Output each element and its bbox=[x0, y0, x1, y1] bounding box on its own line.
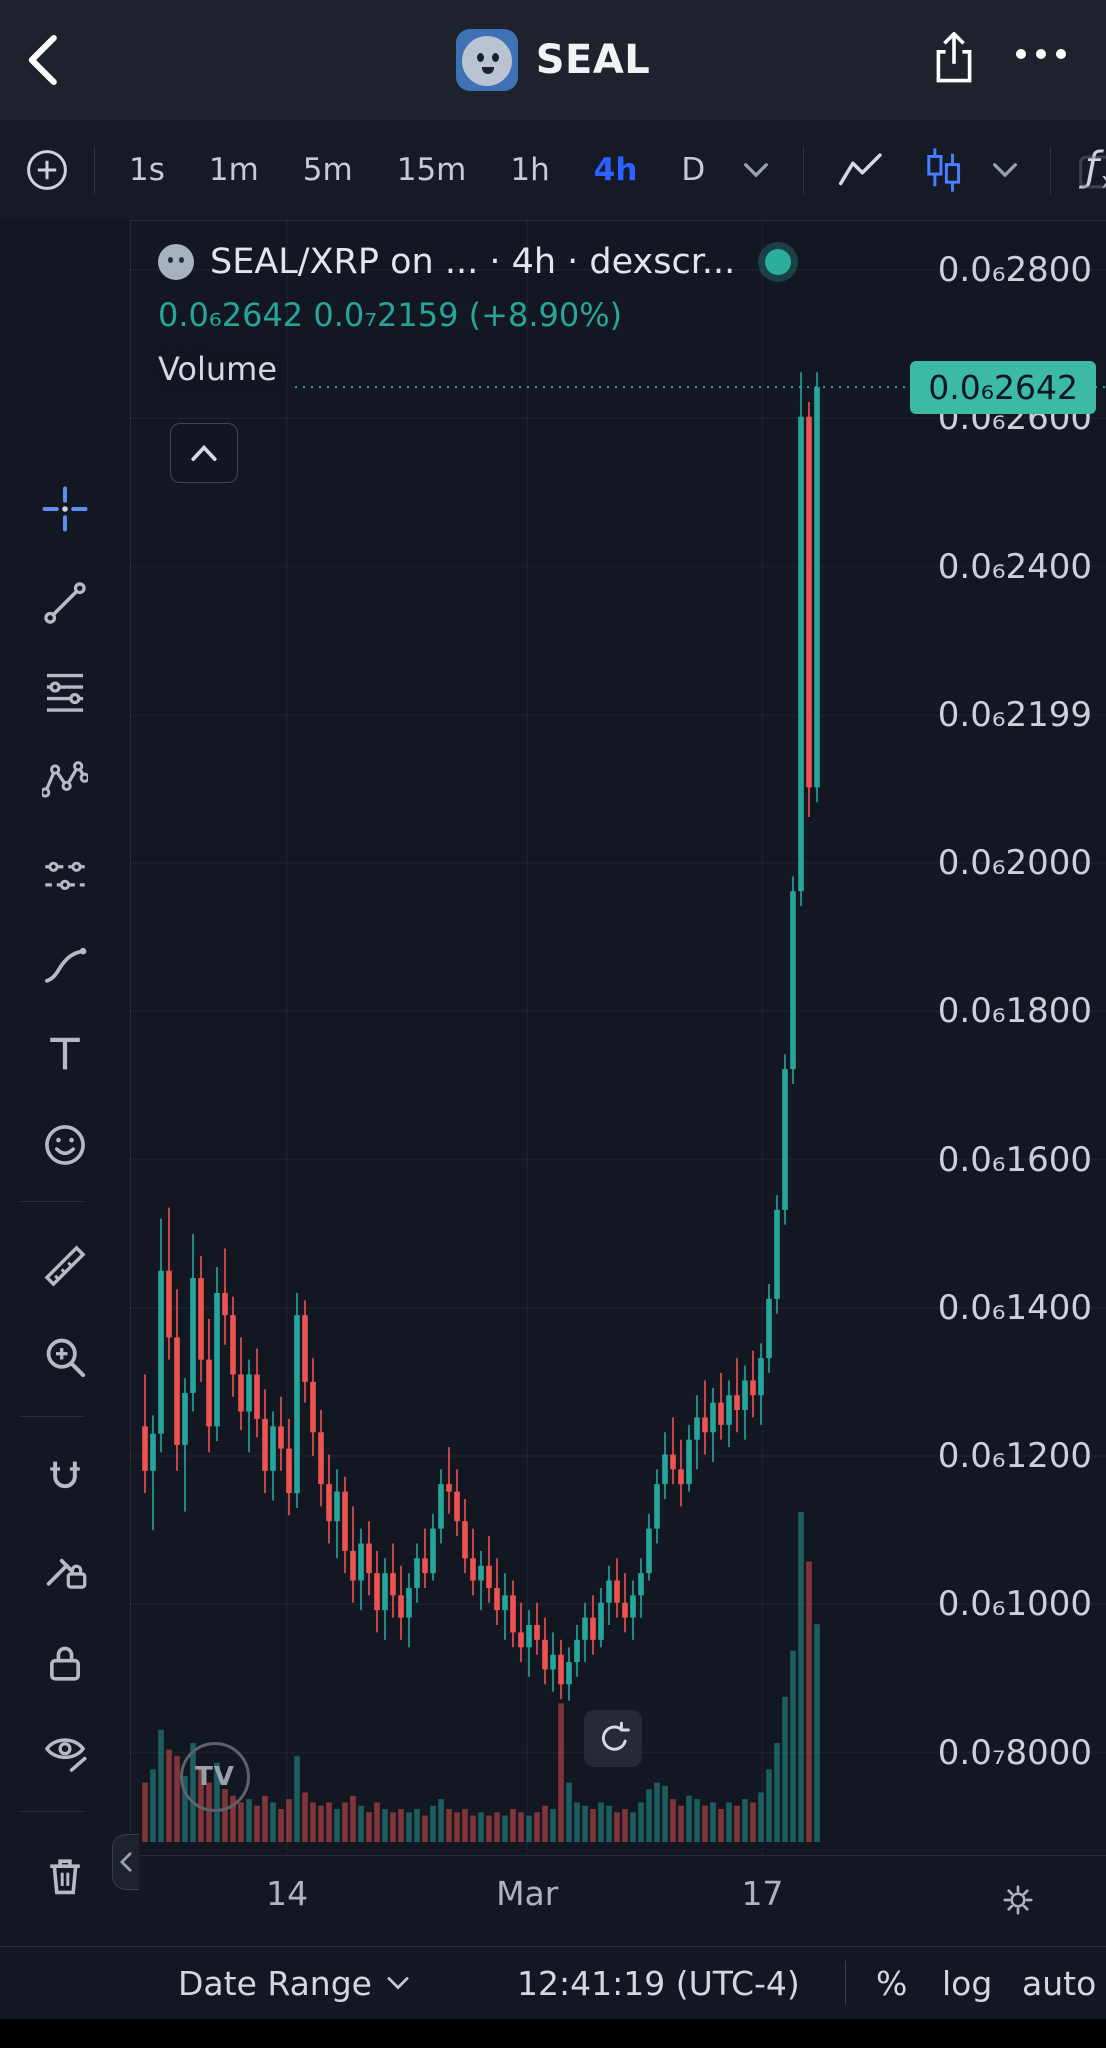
chevron-down-icon bbox=[993, 163, 1018, 178]
zoom-in-icon bbox=[46, 1338, 86, 1378]
crosshair-icon bbox=[42, 486, 88, 532]
chevron-up-icon bbox=[191, 444, 217, 461]
lock-icon bbox=[50, 1646, 80, 1681]
crosshair-tool-button[interactable] bbox=[39, 483, 91, 535]
pencil-lock-icon bbox=[46, 1558, 87, 1589]
clipped-toolbar-icon bbox=[1078, 152, 1106, 192]
more-button[interactable] bbox=[1012, 44, 1070, 64]
ellipsis-icon bbox=[1016, 49, 1066, 59]
last-price-tag: 0.0₆2642 bbox=[910, 361, 1096, 415]
auto-scale-button[interactable]: auto bbox=[1022, 1963, 1097, 2003]
hide-drawings-tool-button[interactable] bbox=[39, 1726, 91, 1778]
lock-tool-button[interactable] bbox=[39, 1638, 91, 1690]
clock[interactable]: 12:41:19 (UTC-4) bbox=[517, 1963, 800, 2003]
ohlc-values: 0.0₆2642 0.0₇2159 (+8.90%) bbox=[158, 296, 623, 334]
fx-icon: ƒ bbox=[1085, 143, 1100, 190]
candlestick-icon bbox=[927, 148, 961, 192]
timeframe-D[interactable]: D bbox=[681, 152, 706, 188]
eye-icon bbox=[44, 1738, 87, 1772]
symbol-title[interactable]: SEAL/XRP on ... · 4h · dexscr... bbox=[210, 242, 736, 282]
add-button[interactable] bbox=[24, 147, 70, 193]
market-status-dot bbox=[765, 249, 792, 275]
line-chart-type-button[interactable] bbox=[838, 150, 884, 190]
timeframe-list: 1s 1m 5m 15m 1h 4h D bbox=[129, 152, 705, 188]
volume-pane-label: Volume bbox=[158, 350, 278, 388]
xabcd-pattern-icon bbox=[42, 761, 88, 798]
chart-legend: SEAL/XRP on ... · 4h · dexscr... 0.0₆264… bbox=[158, 242, 792, 388]
back-button[interactable] bbox=[22, 24, 82, 96]
projection-tool-button[interactable] bbox=[39, 849, 91, 901]
drawing-lock-tool-button[interactable] bbox=[39, 1543, 91, 1595]
tradingview-logo[interactable]: TV bbox=[180, 1742, 250, 1812]
emoji-tool-button[interactable] bbox=[39, 1119, 91, 1171]
price-chart[interactable] bbox=[130, 220, 1106, 1855]
seal-logo bbox=[455, 29, 518, 91]
drawing-toolbar bbox=[0, 220, 131, 2018]
chevron-left-icon bbox=[119, 1852, 132, 1872]
chevron-down-icon bbox=[387, 1977, 409, 1990]
seal-logo-small bbox=[158, 244, 194, 280]
timeframe-5m[interactable]: 5m bbox=[302, 152, 353, 188]
timeframe-1h[interactable]: 1h bbox=[510, 152, 550, 188]
projection-icon bbox=[45, 861, 85, 890]
timeframe-1m[interactable]: 1m bbox=[208, 152, 259, 188]
percent-scale-button[interactable]: % bbox=[876, 1963, 908, 2003]
header: SEAL bbox=[0, 0, 1106, 120]
time-axis-label: 14 bbox=[266, 1874, 309, 1913]
chart-settings-button[interactable] bbox=[988, 1870, 1048, 1930]
chart-toolbar: 1s 1m 5m 15m 1h 4h D ƒ bbox=[0, 120, 1106, 221]
magnet-icon bbox=[50, 1461, 80, 1489]
pattern-tool-button[interactable] bbox=[39, 755, 91, 807]
indicators-button[interactable]: ƒ x bbox=[1085, 147, 1106, 194]
home-indicator-area bbox=[0, 2018, 1106, 2048]
remove-drawings-button[interactable] bbox=[39, 1850, 91, 1902]
trend-line-tool-button[interactable] bbox=[39, 577, 91, 629]
magnet-tool-button[interactable] bbox=[39, 1452, 91, 1504]
chevron-down-icon bbox=[744, 163, 769, 178]
page-title: SEAL bbox=[535, 37, 651, 83]
log-scale-button[interactable]: log bbox=[942, 1963, 993, 2003]
reload-icon bbox=[601, 1721, 630, 1751]
plus-circle-icon bbox=[27, 150, 67, 190]
timeframe-15m[interactable]: 15m bbox=[396, 152, 467, 188]
chart-type-dropdown[interactable] bbox=[992, 161, 1018, 179]
timeframe-1s[interactable]: 1s bbox=[129, 152, 165, 188]
ruler-icon bbox=[44, 1245, 86, 1287]
reload-button[interactable] bbox=[584, 1710, 642, 1767]
brush-tool-button[interactable] bbox=[39, 940, 91, 992]
fib-lines-icon bbox=[46, 673, 84, 712]
share-button[interactable] bbox=[930, 30, 978, 88]
zoom-tool-button[interactable] bbox=[39, 1331, 91, 1383]
text-tool-button[interactable] bbox=[39, 1027, 91, 1079]
text-icon bbox=[50, 1037, 80, 1070]
candles-chart-type-button[interactable] bbox=[920, 145, 966, 195]
date-range-button[interactable]: Date Range bbox=[178, 1947, 410, 2019]
ruler-tool-button[interactable] bbox=[39, 1240, 91, 1292]
timeframe-dropdown[interactable] bbox=[743, 161, 769, 179]
time-axis-label: Mar bbox=[496, 1874, 559, 1913]
timeframe-4h[interactable]: 4h bbox=[593, 152, 638, 188]
chevron-left-icon bbox=[28, 34, 57, 86]
trash-icon bbox=[50, 1859, 80, 1895]
brush-icon bbox=[45, 947, 87, 983]
emoji-icon bbox=[45, 1125, 85, 1165]
time-axis[interactable]: 14 Mar 17 bbox=[130, 1855, 1106, 1947]
fib-retracement-tool-button[interactable] bbox=[39, 666, 91, 718]
legend-collapse-button[interactable] bbox=[170, 423, 238, 483]
share-icon bbox=[936, 32, 972, 83]
line-chart-icon bbox=[839, 153, 882, 186]
bottom-toolbar: Date Range 12:41:19 (UTC-4) % log auto bbox=[0, 1946, 1106, 2019]
trend-line-icon bbox=[44, 582, 86, 624]
time-axis-label: 17 bbox=[741, 1874, 784, 1913]
sidebar-collapse-tab[interactable] bbox=[112, 1834, 139, 1890]
gear-icon bbox=[1003, 1885, 1033, 1915]
